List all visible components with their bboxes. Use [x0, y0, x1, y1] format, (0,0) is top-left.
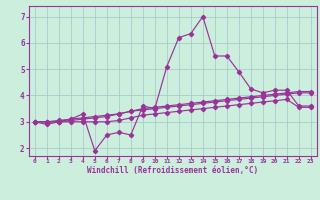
X-axis label: Windchill (Refroidissement éolien,°C): Windchill (Refroidissement éolien,°C): [87, 166, 258, 175]
